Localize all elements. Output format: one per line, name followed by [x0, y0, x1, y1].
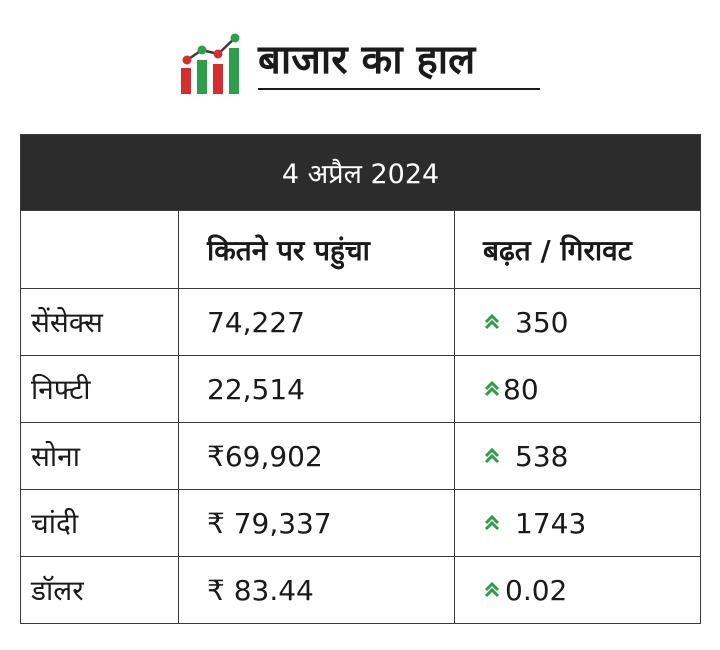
row-name: निफ्टी: [20, 355, 179, 423]
row-name: सेंसेक्स: [20, 288, 179, 356]
row-change: 0.02: [505, 573, 568, 607]
market-table: 4 अप्रैल 2024 कितने पर पहुंचा बढ़त / गिर…: [19, 134, 702, 624]
double-chevron-up-icon: [484, 514, 500, 530]
row-value: ₹69,902: [178, 422, 455, 490]
market-header: बाजार का हाल: [178, 30, 540, 94]
column-header-value: कितने पर पहुंचा: [178, 210, 455, 289]
row-name: सोना: [20, 422, 179, 490]
table-row: डॉलर ₹ 83.44 0.02: [20, 556, 702, 624]
column-header-row: कितने पर पहुंचा बढ़त / गिरावट: [20, 210, 702, 289]
double-chevron-up-icon: [484, 380, 500, 396]
column-header-empty: [20, 210, 179, 289]
bar-chart-growth-icon: [181, 33, 240, 94]
table-row: चांदी ₹ 79,337 1743: [20, 489, 702, 557]
table-row: सेंसेक्स 74,227 350: [20, 288, 702, 356]
row-value: ₹ 83.44: [178, 556, 455, 624]
row-change-cell: 1743: [453, 489, 702, 557]
table-row: सोना ₹69,902 538: [20, 422, 702, 490]
row-value: 74,227: [178, 288, 455, 356]
date-header: 4 अप्रैल 2024: [19, 134, 702, 211]
row-name: चांदी: [20, 489, 179, 557]
column-header-change: बढ़त / गिरावट: [453, 210, 702, 289]
row-value: 22,514: [178, 355, 455, 423]
date-row: 4 अप्रैल 2024: [19, 134, 702, 211]
row-name: डॉलर: [20, 556, 179, 624]
row-change-cell: 0.02: [453, 556, 702, 624]
row-change: 538: [515, 439, 569, 473]
row-change: 350: [515, 305, 569, 339]
row-change-cell: 538: [453, 422, 702, 490]
row-change: 1743: [515, 506, 587, 540]
double-chevron-up-icon: [484, 313, 500, 329]
row-change: 80: [503, 372, 539, 406]
row-value: ₹ 79,337: [178, 489, 455, 557]
row-change-cell: 80: [453, 355, 702, 423]
table-row: निफ्टी 22,514 80: [20, 355, 702, 423]
row-change-cell: 350: [453, 288, 702, 356]
page-title: बाजार का हाल: [258, 37, 476, 83]
title-underline: [258, 88, 540, 90]
double-chevron-up-icon: [484, 447, 500, 463]
double-chevron-up-icon: [484, 581, 500, 597]
